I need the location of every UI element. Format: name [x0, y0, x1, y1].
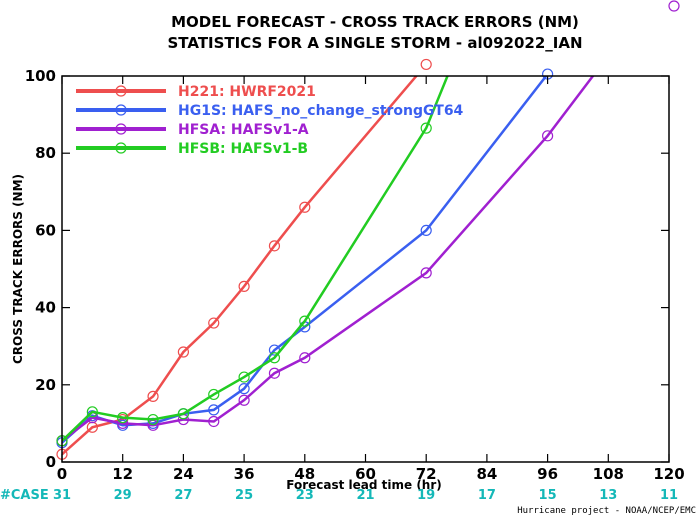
x-tick-label-6: 72 [416, 465, 437, 483]
series-0-point-9 [420, 58, 432, 71]
y-tick-label-2: 40 [35, 299, 56, 317]
x-tick-label-8: 96 [537, 465, 558, 483]
series-1-point-6 [238, 383, 250, 395]
series-0-point-3 [147, 390, 159, 402]
series-3-point-6 [238, 371, 250, 383]
series-0-point-8 [299, 201, 311, 213]
legend-marker-1 [115, 104, 127, 116]
series-0-point-5 [208, 317, 220, 329]
series-line-0 [62, 76, 418, 456]
series-3-point-4 [177, 408, 189, 420]
x-tick-label-5: 60 [355, 465, 376, 483]
series-1-point-9 [420, 224, 432, 236]
case-count-9: 13 [599, 488, 617, 503]
case-count-1: 29 [114, 488, 132, 503]
legend: H221: HWRF2021 HG1S: HAFS_no_change_stron… [76, 84, 464, 157]
x-tick-label-0: 0 [57, 465, 67, 483]
legend-label-1: HG1S: HAFS_no_change_strongGT64 [178, 103, 464, 119]
case-count-3: 25 [235, 488, 253, 503]
series-2-point-5 [208, 415, 220, 428]
x-tick-label-1: 12 [112, 465, 133, 483]
series-3-point-7 [268, 352, 281, 364]
x-tick-label-2: 24 [173, 465, 194, 483]
case-count-4: 23 [296, 488, 314, 503]
case-label: #CASE [0, 488, 49, 503]
credit-text: Hurricane project - NOAA/NCEP/EMC [517, 506, 696, 516]
x-tick-label-9: 108 [593, 465, 624, 483]
x-tick-label-10: 120 [653, 465, 684, 483]
series-3-point-9 [420, 122, 432, 134]
axis-ticks: 0 12 24 36 48 60 72 84 96 108 120 0 20 40 60 80 100 31 29 2… [25, 67, 685, 503]
chart-title-line2: STATISTICS FOR A SINGLE STORM - al092022… [168, 34, 583, 52]
legend-marker-3 [115, 142, 127, 154]
x-tick-label-4: 48 [294, 465, 315, 483]
series-2-point-6 [238, 394, 250, 406]
series-3-point-3 [147, 413, 159, 426]
legend-label-0: H221: HWRF2021 [178, 84, 316, 100]
y-tick-label-4: 80 [35, 144, 56, 162]
y-tick-label-0: 0 [46, 453, 56, 471]
x-tick-label-7: 84 [476, 465, 497, 483]
series-line-3 [62, 76, 449, 442]
offscale-marker [668, 0, 680, 12]
legend-label-3: HFSB: HAFSv1-B [178, 141, 308, 157]
plot-area [56, 0, 680, 463]
case-count-6: 19 [417, 488, 435, 503]
y-tick-label-1: 20 [35, 376, 56, 394]
case-count-2: 27 [174, 488, 192, 503]
x-axis-label: Forecast lead time (hr) [286, 478, 442, 492]
series-0-point-4 [177, 346, 189, 358]
series-3-point-8 [299, 315, 311, 327]
y-tick-label-3: 60 [35, 221, 56, 239]
y-tick-label-5: 100 [25, 67, 56, 85]
case-count-0: 31 [53, 488, 71, 503]
chart-title-line1: MODEL FORECAST - CROSS TRACK ERRORS (NM) [171, 13, 579, 31]
series-2-point-10 [541, 130, 554, 142]
case-count-8: 15 [539, 488, 557, 503]
case-count-5: 21 [356, 488, 374, 503]
x-tick-label-3: 36 [234, 465, 255, 483]
series-0-point-7 [268, 240, 281, 252]
case-count-7: 17 [478, 488, 496, 503]
series-3-point-5 [208, 388, 220, 401]
y-axis-label: CROSS TRACK ERRORS (NM) [11, 174, 25, 364]
legend-marker-2 [115, 123, 127, 135]
legend-label-2: HFSA: HAFSv1-A [178, 122, 309, 138]
series-2-point-7 [268, 367, 281, 379]
series-0-point-6 [238, 280, 250, 292]
series-2-point-9 [420, 267, 432, 279]
case-count-10: 11 [660, 488, 678, 503]
series-1-point-5 [208, 404, 220, 416]
series-3-point-2 [117, 412, 129, 424]
legend-marker-0 [115, 85, 127, 97]
series-line-2 [62, 76, 595, 442]
series-2-point-8 [299, 352, 311, 364]
series-3-point-1 [86, 406, 98, 418]
